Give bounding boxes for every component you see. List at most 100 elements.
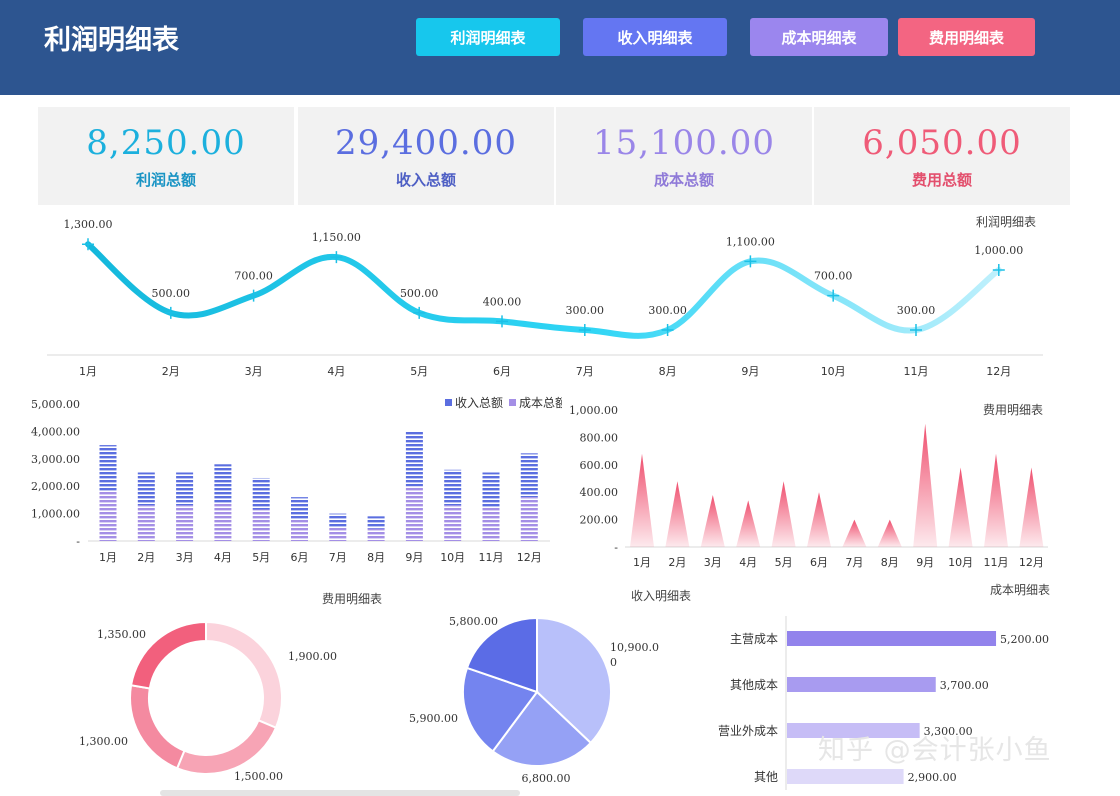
hbar-data-label: 3,300.00 <box>924 725 973 738</box>
kpi-value: 6,050.00 <box>862 123 1022 163</box>
expense-spike <box>913 423 938 547</box>
line-point-marker <box>496 315 508 328</box>
bar-x-tick-label: 4月 <box>214 551 232 564</box>
donut-slice <box>129 684 186 770</box>
kpi-card-profit: 8,250.00 利润总额 <box>38 107 294 205</box>
bar-x-tick-label: 10月 <box>440 551 465 564</box>
hbar-chart: 主营成本 5,200.00 其他成本 3,700.00 营业外成本 3,300.00 其他 2… <box>718 631 1049 784</box>
area-y-tick-label: 200.00 <box>580 514 619 527</box>
line-x-tick-label: 3月 <box>245 365 263 378</box>
hbar-data-label: 2,900.00 <box>908 771 957 784</box>
legend-label-cost: 成本总额 <box>519 396 567 410</box>
bar-y-tick-label: 5,000.00 <box>31 398 80 411</box>
cost-bar <box>252 509 270 541</box>
line-x-tick-label: 11月 <box>904 365 929 378</box>
bar-y-tick-label: 2,000.00 <box>31 480 80 493</box>
line-x-tick-label: 12月 <box>986 365 1011 378</box>
bar-x-tick-label: 2月 <box>137 551 155 564</box>
profit-line <box>85 241 1002 339</box>
line-data-label: 500.00 <box>152 287 191 300</box>
line-data-label: 300.00 <box>897 304 936 317</box>
line-x-tick-label: 9月 <box>741 365 759 378</box>
area-x-tick-label: 6月 <box>810 556 828 569</box>
line-data-label: 400.00 <box>483 295 522 308</box>
line-point-marker <box>661 324 674 336</box>
line-x-tick-label: 7月 <box>576 365 594 378</box>
nav-button-income[interactable]: 收入明细表 <box>583 18 727 56</box>
line-x-tick-label: 5月 <box>410 365 428 378</box>
bar-y-tick-label: 4,000.00 <box>31 425 80 438</box>
line-point-marker <box>82 238 94 251</box>
watermark: 知乎 @会计张小鱼 <box>818 735 1052 766</box>
expense-spike <box>771 481 796 547</box>
expense-spike <box>984 453 1008 547</box>
line-data-label: 1,100.00 <box>726 235 775 248</box>
income-bar <box>329 513 347 528</box>
income-bar <box>176 472 194 506</box>
line-data-label: 1,300.00 <box>64 218 113 231</box>
hbar-category-label: 其他 <box>754 770 778 784</box>
line-data-label: 700.00 <box>814 270 853 283</box>
expense-spike <box>736 500 761 547</box>
pie-data-label: 6,800.00 <box>522 772 571 785</box>
line-x-tick-label: 2月 <box>162 365 180 378</box>
kpi-card-income: 29,400.00 收入总额 <box>298 107 554 205</box>
donut-data-label: 1,500.00 <box>234 770 283 783</box>
line-point-marker <box>413 306 426 319</box>
area-x-tick-label: 1月 <box>633 556 651 569</box>
cost-bar <box>329 527 347 541</box>
nav-button-expense[interactable]: 费用明细表 <box>898 18 1035 56</box>
expense-spike <box>807 492 831 547</box>
expense-spike <box>842 519 867 547</box>
horizontal-scrollbar[interactable] <box>160 790 520 796</box>
line-chart: 1,300.00 1月 500.00 2月 700.00 3月 1,150.00 4月 500.… <box>64 218 1024 378</box>
bar-x-tick-label: 1月 <box>99 551 117 564</box>
area-x-tick-label: 3月 <box>704 556 722 569</box>
line-point-marker <box>330 251 343 264</box>
pie-data-label: 5,800.00 <box>449 615 498 628</box>
line-point-marker <box>578 324 591 336</box>
donut-slice <box>205 620 283 730</box>
cost-bar <box>137 505 155 541</box>
line-point-marker <box>247 289 260 302</box>
cost-bar <box>99 491 117 541</box>
bar-chart: 5,000.00 4,000.00 3,000.00 2,000.00 1,000.00… <box>31 398 542 564</box>
spike-chart: 1,000.00 800.00 600.00 400.00 200.00 - 1月 2月 3月 4… <box>569 404 1044 569</box>
area-y-tick-label: 400.00 <box>580 486 619 499</box>
line-x-tick-label: 10月 <box>821 365 846 378</box>
kpi-card-cost: 15,100.00 成本总额 <box>556 107 812 205</box>
kpi-label: 收入总额 <box>395 171 456 189</box>
legend-label-income: 收入总额 <box>455 396 503 410</box>
line-data-label: 300.00 <box>566 304 605 317</box>
pie-data-label-line: 10,900.0 <box>610 641 659 654</box>
line-data-label: 500.00 <box>400 287 439 300</box>
kpi-card-expense: 6,050.00 费用总额 <box>814 107 1070 205</box>
expense-spike <box>877 519 902 547</box>
area-chart-title: 费用明细表 <box>983 403 1043 417</box>
bar-x-tick-label: 5月 <box>252 551 270 564</box>
pie-data-label-line: 5,800.00 <box>449 615 498 628</box>
nav-button-profit[interactable]: 利润明细表 <box>416 18 560 56</box>
hbar-category-label: 其他成本 <box>730 678 778 692</box>
cost-bar <box>214 502 232 541</box>
pie-data-label-line: 0 <box>610 656 617 669</box>
expense-spike <box>1019 467 1044 547</box>
cost-bar <box>520 497 538 541</box>
kpi-value: 8,250.00 <box>86 123 246 163</box>
pie-slice <box>462 666 539 753</box>
line-x-tick-label: 1月 <box>79 365 97 378</box>
kpi-value: 29,400.00 <box>334 123 518 163</box>
pie-data-label: 10,900.0 0 <box>610 641 659 669</box>
line-x-tick-label: 6月 <box>493 365 511 378</box>
cost-bar <box>176 505 194 541</box>
cost-hbar <box>787 677 936 692</box>
kpi-label: 费用总额 <box>911 171 972 189</box>
area-x-tick-label: 7月 <box>845 556 863 569</box>
hbar-category-label: 主营成本 <box>730 632 778 646</box>
nav-button-cost[interactable]: 成本明细表 <box>750 18 888 56</box>
cost-bar <box>482 506 500 541</box>
donut-data-label: 1,350.00 <box>97 628 146 641</box>
area-y-tick-label: 800.00 <box>580 431 619 444</box>
donut-chart: 1,900.00 1,500.00 1,300.00 1,350.00 <box>79 620 337 783</box>
